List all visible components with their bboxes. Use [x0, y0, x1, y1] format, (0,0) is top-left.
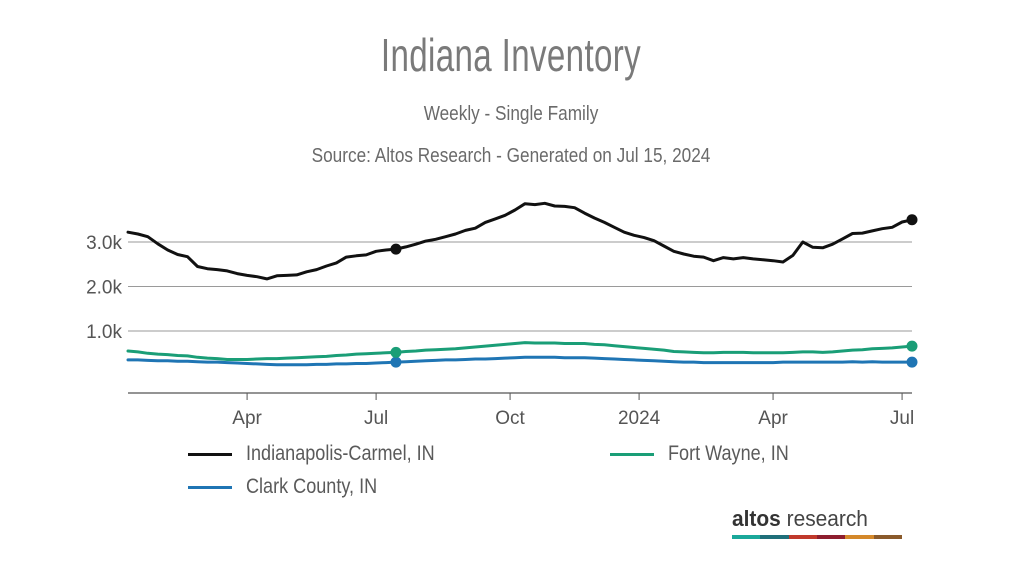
logo-color-segment — [732, 535, 761, 539]
legend-item-indianapolis[interactable]: Indianapolis-Carmel, IN — [188, 442, 465, 466]
x-tick-label: Oct — [495, 408, 525, 429]
legend-item-clark-county[interactable]: Clark County, IN — [188, 475, 399, 499]
series-marker-clark-county — [390, 356, 402, 368]
legend-swatch-clark-county — [188, 485, 232, 489]
x-tick-label: 2024 — [618, 408, 661, 429]
series-line-fort-wayne — [126, 341, 914, 361]
logo-text: altos research — [732, 506, 894, 532]
legend-label-clark-county: Clark County, IN — [246, 475, 378, 498]
logo-text-rest: research — [786, 506, 868, 531]
chart-source: Source: Altos Research - Generated on Ju… — [311, 145, 711, 167]
y-tick-label: 3.0k — [86, 233, 122, 254]
series-marker-indianapolis — [390, 243, 402, 255]
x-tick-label: Apr — [232, 408, 262, 429]
x-tick-label: Apr — [758, 408, 788, 429]
logo-color-segment — [788, 535, 817, 539]
logo-color-segment — [816, 535, 846, 539]
legend-label-fort-wayne: Fort Wayne, IN — [668, 442, 789, 465]
legend-swatch-fort-wayne — [610, 452, 654, 456]
logo-color-segment — [760, 535, 789, 539]
series-marker-clark-county — [906, 356, 918, 368]
altos-research-logo: altos research — [732, 506, 902, 539]
series-line-clark-county — [126, 355, 914, 367]
x-tick-label: Jul — [890, 408, 914, 429]
chart-title: Indiana Inventory — [380, 29, 642, 81]
series-marker-fort-wayne — [906, 340, 918, 352]
x-tick-label: Jul — [364, 408, 388, 429]
legend-swatch-indianapolis — [188, 452, 232, 456]
y-tick-label: 1.0k — [86, 322, 122, 343]
series-marker-indianapolis — [906, 214, 918, 226]
legend-label-indianapolis: Indianapolis-Carmel, IN — [246, 442, 435, 465]
y-tick-label: 2.0k — [86, 278, 122, 299]
logo-color-segment — [873, 535, 902, 539]
legend-item-fort-wayne[interactable]: Fort Wayne, IN — [610, 442, 808, 466]
logo-text-bold: altos — [732, 506, 781, 531]
logo-color-bar — [732, 535, 902, 539]
series-line-indianapolis — [126, 201, 914, 281]
logo-color-segment — [845, 535, 874, 539]
chart-subtitle: Weekly - Single Family — [423, 103, 599, 125]
series-marker-fort-wayne — [390, 346, 402, 358]
